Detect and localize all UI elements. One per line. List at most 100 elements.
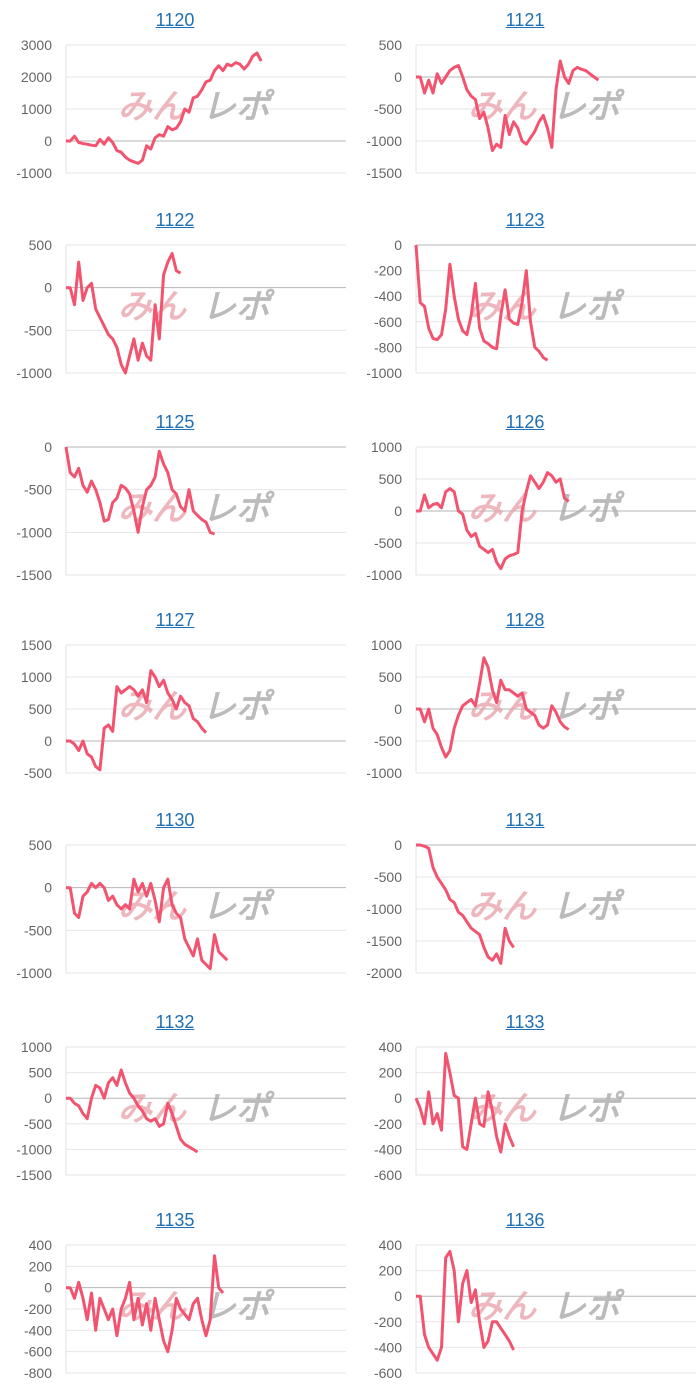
line-chart: 500 0 -500 -1000 みん レポ (16, 237, 346, 381)
y-tick-label: -600 (374, 1365, 402, 1381)
watermark-text-b: レポ (552, 1287, 625, 1327)
series-line (66, 252, 182, 375)
y-tick-label: 0 (44, 880, 52, 896)
y-tick-label: 500 (29, 1065, 53, 1081)
series-line (414, 244, 549, 362)
watermark-logo: みん レポ (468, 887, 625, 927)
series-line (414, 1051, 515, 1154)
y-tick-label: 0 (44, 133, 52, 149)
y-tick-label: -1500 (16, 567, 52, 583)
watermark-logo: みん レポ (118, 887, 275, 927)
line-chart: 500 0 -500 -1000 みん レポ (16, 837, 346, 981)
chart-title-link[interactable]: 1125 (155, 412, 195, 432)
y-tick-label: 1000 (21, 1039, 52, 1055)
y-tick-label: 400 (29, 1237, 53, 1253)
y-tick-label: -500 (24, 922, 52, 938)
y-tick-label: 0 (44, 439, 52, 455)
watermark-logo: みん レポ (468, 87, 625, 127)
watermark-logo: みん レポ (118, 287, 275, 327)
y-tick-label: -1000 (16, 365, 52, 381)
chart-title-link[interactable]: 1131 (505, 810, 545, 830)
y-tick-label: 400 (379, 1039, 403, 1055)
y-tick-label: 0 (44, 280, 52, 296)
y-tick-label: 200 (379, 1263, 403, 1279)
chart-title-link[interactable]: 1126 (505, 412, 545, 432)
y-tick-label: 1000 (21, 669, 52, 685)
y-tick-label: -500 (24, 1116, 52, 1132)
chart-title-link[interactable]: 1135 (155, 1210, 195, 1230)
watermark-logo: みん レポ (468, 489, 625, 529)
y-tick-label: 500 (29, 701, 53, 717)
chart-1130: 1130 500 0 -500 -1000 みん レポ (0, 800, 350, 1000)
chart-title-link[interactable]: 1121 (505, 10, 545, 30)
y-tick-label: -600 (374, 1167, 402, 1183)
y-tick-label: -500 (374, 101, 402, 117)
y-tick-label: -500 (374, 535, 402, 551)
y-tick-label: -1000 (16, 1141, 52, 1157)
y-tick-label: 0 (394, 69, 402, 85)
y-tick-label: 3000 (21, 37, 52, 53)
y-tick-label: 1000 (21, 101, 52, 117)
line-chart: 0 -500 -1000 -1500 -2000 みん レポ (366, 837, 696, 981)
y-tick-label: 0 (394, 1090, 402, 1106)
y-tick-label: 0 (394, 1288, 402, 1304)
y-tick-label: 0 (394, 503, 402, 519)
chart-1131: 1131 0 -500 -1000 -1500 -2000 みん レポ (350, 800, 700, 1000)
y-tick-label: -400 (374, 1339, 402, 1355)
y-tick-label: 500 (379, 471, 403, 487)
y-tick-label: 0 (394, 837, 402, 853)
y-tick-label: -400 (374, 288, 402, 304)
series-line (416, 1249, 515, 1362)
y-tick-label: 500 (379, 37, 403, 53)
watermark-logo: みん レポ (468, 287, 625, 327)
chart-title-link[interactable]: 1122 (155, 210, 195, 230)
y-tick-label: -500 (24, 322, 52, 338)
y-tick-label: -1000 (366, 365, 402, 381)
y-tick-label: -1000 (16, 524, 52, 540)
watermark-text-b: レポ (202, 489, 275, 529)
chart-title-link[interactable]: 1130 (155, 810, 195, 830)
y-tick-label: -1000 (16, 165, 52, 181)
line-chart: 3000 2000 1000 0 -1000 みん レポ (16, 37, 346, 181)
y-tick-label: 1500 (21, 637, 52, 653)
watermark-text-b: レポ (202, 1089, 275, 1129)
y-tick-label: -200 (374, 1116, 402, 1132)
y-tick-label: -800 (374, 339, 402, 355)
y-tick-label: -500 (374, 733, 402, 749)
line-chart: 500 0 -500 -1000 -1500 みん レポ (366, 37, 696, 181)
y-tick-label: -1000 (366, 567, 402, 583)
chart-title-link[interactable]: 1123 (505, 210, 545, 230)
chart-title-link[interactable]: 1132 (155, 1012, 195, 1032)
watermark-text-b: レポ (552, 87, 625, 127)
series-line (416, 843, 515, 965)
chart-1136: 1136 400 200 0 -200 -400 -600 みん レポ (350, 1200, 700, 1400)
y-tick-label: 400 (379, 1237, 403, 1253)
line-chart: 1000 500 0 -500 -1000 みん レポ (366, 439, 696, 583)
chart-title-link[interactable]: 1127 (155, 610, 195, 630)
watermark-text-b: レポ (202, 87, 275, 127)
y-tick-label: -1000 (366, 765, 402, 781)
y-tick-label: 200 (29, 1258, 53, 1274)
watermark-text-a: みん (118, 87, 187, 127)
y-tick-label: -500 (24, 482, 52, 498)
y-tick-label: -1000 (366, 133, 402, 149)
chart-title-link[interactable]: 1120 (155, 10, 195, 30)
watermark-text-b: レポ (202, 1287, 275, 1327)
series-line (64, 446, 216, 536)
watermark-text-a: みん (468, 87, 537, 127)
y-tick-label: -200 (374, 1314, 402, 1330)
series-line (66, 669, 208, 772)
y-tick-label: -2000 (366, 965, 402, 981)
y-tick-label: -1000 (366, 901, 402, 917)
chart-title-link[interactable]: 1133 (505, 1012, 545, 1032)
watermark-text-b: レポ (552, 287, 625, 327)
chart-1128: 1128 1000 500 0 -500 -1000 みん レポ (350, 600, 700, 800)
y-tick-label: -1500 (16, 1167, 52, 1183)
y-tick-label: 1000 (371, 637, 402, 653)
chart-title-link[interactable]: 1136 (505, 1210, 545, 1230)
y-tick-label: 0 (44, 1280, 52, 1296)
chart-title-link[interactable]: 1128 (505, 610, 545, 630)
